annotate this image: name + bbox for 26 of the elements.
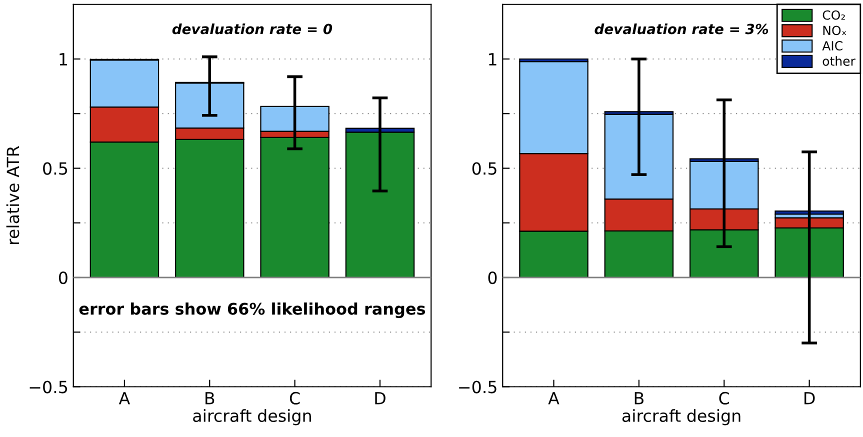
y-tick-label: −0.5: [30, 380, 68, 394]
x-tick-label: A: [118, 392, 130, 404]
y-tick-label: 0.5: [43, 162, 68, 175]
y-tick-label: 0.5: [472, 162, 496, 175]
x-tick-label: C: [290, 392, 300, 405]
y-tick-label: 1: [489, 53, 496, 66]
legend-label: AIC: [822, 41, 842, 50]
x-tick-label: D: [375, 392, 386, 404]
y-tick-label: 0: [58, 271, 68, 284]
legend-label: NOₓ: [823, 26, 846, 36]
x-tick-label: C: [719, 392, 730, 405]
text: devaluation rate = 3%: [594, 23, 768, 34]
x-tick-label: B: [634, 392, 644, 404]
x-tick-label: B: [206, 392, 214, 404]
x-tick-label: D: [804, 392, 815, 404]
x-axis-title: aircraft design: [622, 409, 740, 426]
legend-label: other: [822, 56, 856, 66]
text: devaluation rate = 0: [172, 23, 332, 34]
x-axis-title: aircraft design: [193, 409, 311, 426]
x-tick-label: A: [548, 392, 560, 404]
y-tick-label: −0.5: [459, 380, 496, 394]
annotation: error bars show 66% likelihood ranges: [79, 302, 426, 318]
y-tick-label: 0: [488, 271, 497, 284]
legend-label: CO₂: [822, 10, 845, 20]
y-tick-label: 1: [60, 53, 67, 66]
y-axis-title: relative ATR: [6, 146, 20, 244]
